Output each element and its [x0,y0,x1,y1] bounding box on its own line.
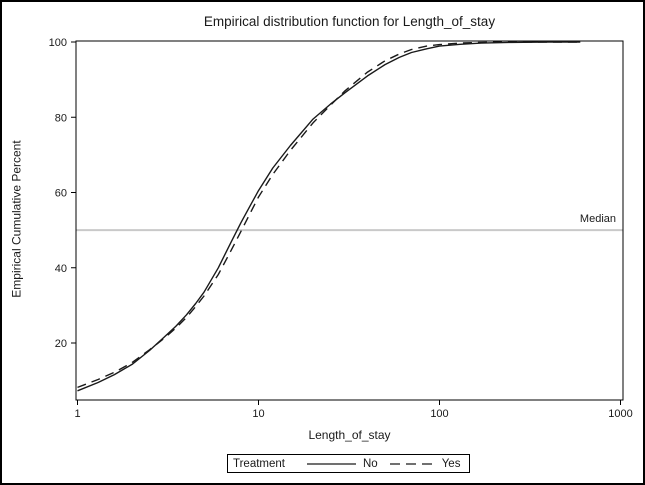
y-tick-label: 80 [55,112,67,124]
median-reference-label: Median [579,213,616,225]
chart-title: Empirical distribution function for Leng… [203,14,496,29]
legend-solid-line-sample [306,462,356,465]
legend-entry-yes-label: Yes [441,457,461,470]
legend-title: Treatment [233,457,285,470]
x-tick-label: 10 [252,408,264,420]
x-tick-label: 100 [430,408,448,420]
legend-dashed-line-sample [389,462,432,465]
x-tick-label: 1000 [608,408,632,420]
legend-box: Treatment No Yes [227,454,470,473]
plot-border [75,40,624,401]
y-tick-label: 60 [55,188,67,200]
series-line-yes [77,41,581,389]
legend-entry-no-label: No [362,457,378,470]
y-tick-label: 40 [55,263,67,275]
series-line-no [77,41,581,392]
x-axis-label: Length_of_stay [308,428,391,442]
y-tick-label: 20 [55,338,67,350]
y-tick-label: 100 [49,37,67,49]
x-tick-label: 1 [74,408,80,420]
